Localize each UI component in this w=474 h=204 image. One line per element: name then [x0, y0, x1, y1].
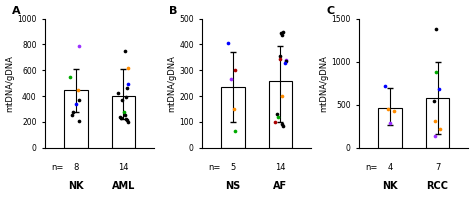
- Point: [279, 30, 286, 33]
- Point: [125, 66, 132, 69]
- Bar: [378, 108, 402, 148]
- Point: [66, 75, 74, 78]
- Text: n=: n=: [208, 163, 221, 172]
- Point: [69, 110, 76, 113]
- Point: [228, 78, 235, 81]
- Point: [283, 58, 290, 62]
- Bar: [269, 81, 292, 148]
- Point: [273, 112, 281, 116]
- Point: [381, 84, 389, 87]
- Point: [122, 117, 130, 120]
- Point: [74, 88, 82, 91]
- Text: RCC: RCC: [427, 181, 448, 191]
- Bar: [426, 98, 449, 148]
- Point: [432, 120, 439, 123]
- Point: [390, 109, 397, 112]
- Text: 4: 4: [387, 163, 392, 172]
- Point: [231, 69, 239, 72]
- Point: [231, 129, 239, 132]
- Point: [117, 116, 124, 120]
- Y-axis label: mtDNA/gDNA: mtDNA/gDNA: [319, 55, 328, 112]
- Point: [68, 114, 76, 117]
- Text: C: C: [327, 6, 335, 16]
- Point: [274, 115, 282, 118]
- Text: 5: 5: [230, 163, 236, 172]
- Point: [123, 118, 131, 122]
- Bar: [64, 90, 88, 148]
- Point: [436, 88, 443, 91]
- Point: [230, 107, 238, 111]
- Point: [225, 42, 232, 45]
- Point: [278, 94, 285, 98]
- Point: [279, 124, 287, 127]
- Y-axis label: mtDNA/gDNA: mtDNA/gDNA: [6, 55, 15, 112]
- Text: 8: 8: [73, 163, 79, 172]
- Point: [121, 49, 128, 53]
- Text: AF: AF: [273, 181, 288, 191]
- Text: B: B: [169, 6, 178, 16]
- Text: NS: NS: [225, 181, 241, 191]
- Point: [124, 120, 132, 123]
- Text: n=: n=: [51, 163, 64, 172]
- Point: [276, 57, 284, 60]
- Point: [436, 127, 444, 130]
- Point: [120, 110, 128, 113]
- Y-axis label: mtDNA/gDNA: mtDNA/gDNA: [167, 55, 176, 112]
- Text: AML: AML: [112, 181, 135, 191]
- Point: [431, 135, 439, 138]
- Point: [432, 27, 439, 31]
- Point: [430, 100, 438, 103]
- Point: [75, 98, 83, 102]
- Text: 14: 14: [118, 163, 128, 172]
- Point: [277, 31, 284, 34]
- Point: [114, 92, 121, 95]
- Bar: [221, 87, 245, 148]
- Text: n=: n=: [365, 163, 378, 172]
- Point: [72, 102, 80, 105]
- Point: [384, 107, 392, 111]
- Point: [121, 114, 129, 117]
- Point: [75, 119, 83, 122]
- Point: [279, 123, 286, 126]
- Point: [278, 34, 286, 37]
- Point: [386, 121, 394, 124]
- Point: [75, 45, 83, 48]
- Point: [124, 87, 131, 90]
- Point: [432, 70, 440, 74]
- Point: [118, 98, 126, 102]
- Text: NK: NK: [382, 181, 398, 191]
- Point: [283, 60, 290, 63]
- Text: A: A: [12, 6, 21, 16]
- Point: [276, 54, 284, 58]
- Text: 14: 14: [275, 163, 286, 172]
- Point: [116, 115, 123, 118]
- Point: [125, 83, 132, 86]
- Text: NK: NK: [68, 181, 84, 191]
- Point: [281, 61, 289, 64]
- Text: 7: 7: [435, 163, 440, 172]
- Bar: [111, 96, 135, 148]
- Point: [271, 120, 279, 123]
- Point: [122, 96, 129, 99]
